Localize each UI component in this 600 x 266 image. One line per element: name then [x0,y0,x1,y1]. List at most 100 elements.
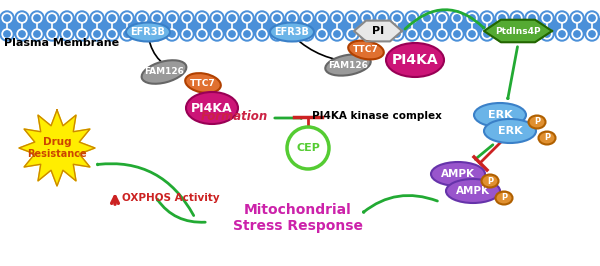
Text: Drug: Drug [43,137,71,147]
Circle shape [169,31,175,37]
Circle shape [15,11,29,25]
Circle shape [60,27,74,41]
Circle shape [349,31,355,37]
Circle shape [75,27,89,41]
Circle shape [482,13,492,23]
Circle shape [94,15,100,21]
Text: P: P [544,134,550,143]
Text: EFR3B: EFR3B [275,27,310,37]
Circle shape [527,13,537,23]
Circle shape [454,15,460,21]
Circle shape [107,13,117,23]
Circle shape [165,27,179,41]
Circle shape [332,13,342,23]
Circle shape [510,11,524,25]
Polygon shape [19,110,95,186]
Circle shape [484,31,490,37]
Circle shape [227,29,237,39]
Circle shape [360,11,374,25]
Circle shape [19,15,25,21]
Circle shape [420,27,434,41]
Circle shape [544,15,550,21]
Circle shape [330,11,344,25]
Circle shape [270,27,284,41]
Circle shape [225,11,239,25]
Circle shape [437,29,447,39]
Circle shape [242,29,252,39]
Circle shape [424,15,430,21]
Circle shape [197,29,207,39]
FancyArrowPatch shape [157,200,205,222]
Circle shape [195,11,209,25]
Circle shape [90,11,104,25]
Circle shape [214,31,220,37]
Circle shape [257,29,267,39]
Circle shape [4,31,10,37]
Circle shape [559,15,565,21]
Ellipse shape [482,174,499,188]
Circle shape [30,11,44,25]
Circle shape [394,15,400,21]
Ellipse shape [474,103,526,127]
Polygon shape [354,20,402,41]
Circle shape [570,27,584,41]
Circle shape [109,15,115,21]
Circle shape [180,27,194,41]
Circle shape [317,13,327,23]
Circle shape [210,11,224,25]
Circle shape [315,11,329,25]
Circle shape [510,27,524,41]
Circle shape [424,31,430,37]
Text: PI4KA kinase complex: PI4KA kinase complex [312,111,442,121]
Circle shape [542,29,552,39]
Circle shape [390,11,404,25]
Circle shape [2,13,12,23]
Circle shape [589,15,595,21]
Circle shape [334,31,340,37]
Text: PI: PI [372,26,384,36]
Text: CEP: CEP [296,143,320,153]
Circle shape [167,13,177,23]
Circle shape [450,11,464,25]
Circle shape [47,29,57,39]
Text: PI4KA: PI4KA [191,102,233,114]
Circle shape [19,31,25,37]
Circle shape [375,27,389,41]
Circle shape [300,27,314,41]
Circle shape [390,27,404,41]
Circle shape [317,29,327,39]
Circle shape [135,11,149,25]
Circle shape [122,13,132,23]
FancyArrowPatch shape [508,47,517,99]
Circle shape [94,31,100,37]
Circle shape [105,27,119,41]
Circle shape [139,15,145,21]
Text: P: P [487,177,493,185]
Circle shape [0,27,14,41]
Circle shape [259,15,265,21]
Circle shape [150,27,164,41]
Ellipse shape [446,179,500,203]
Circle shape [255,11,269,25]
Circle shape [585,11,599,25]
Circle shape [169,15,175,21]
Circle shape [364,31,370,37]
Circle shape [272,13,282,23]
Circle shape [379,31,385,37]
Circle shape [92,29,102,39]
FancyArrowPatch shape [364,196,437,212]
FancyArrowPatch shape [405,10,484,29]
Circle shape [465,27,479,41]
Circle shape [589,31,595,37]
Circle shape [405,11,419,25]
Circle shape [452,13,462,23]
Circle shape [480,27,494,41]
Circle shape [120,11,134,25]
Circle shape [302,29,312,39]
Circle shape [527,29,537,39]
Circle shape [439,31,445,37]
Circle shape [287,29,297,39]
Circle shape [304,31,310,37]
Circle shape [574,15,580,21]
Circle shape [184,15,190,21]
